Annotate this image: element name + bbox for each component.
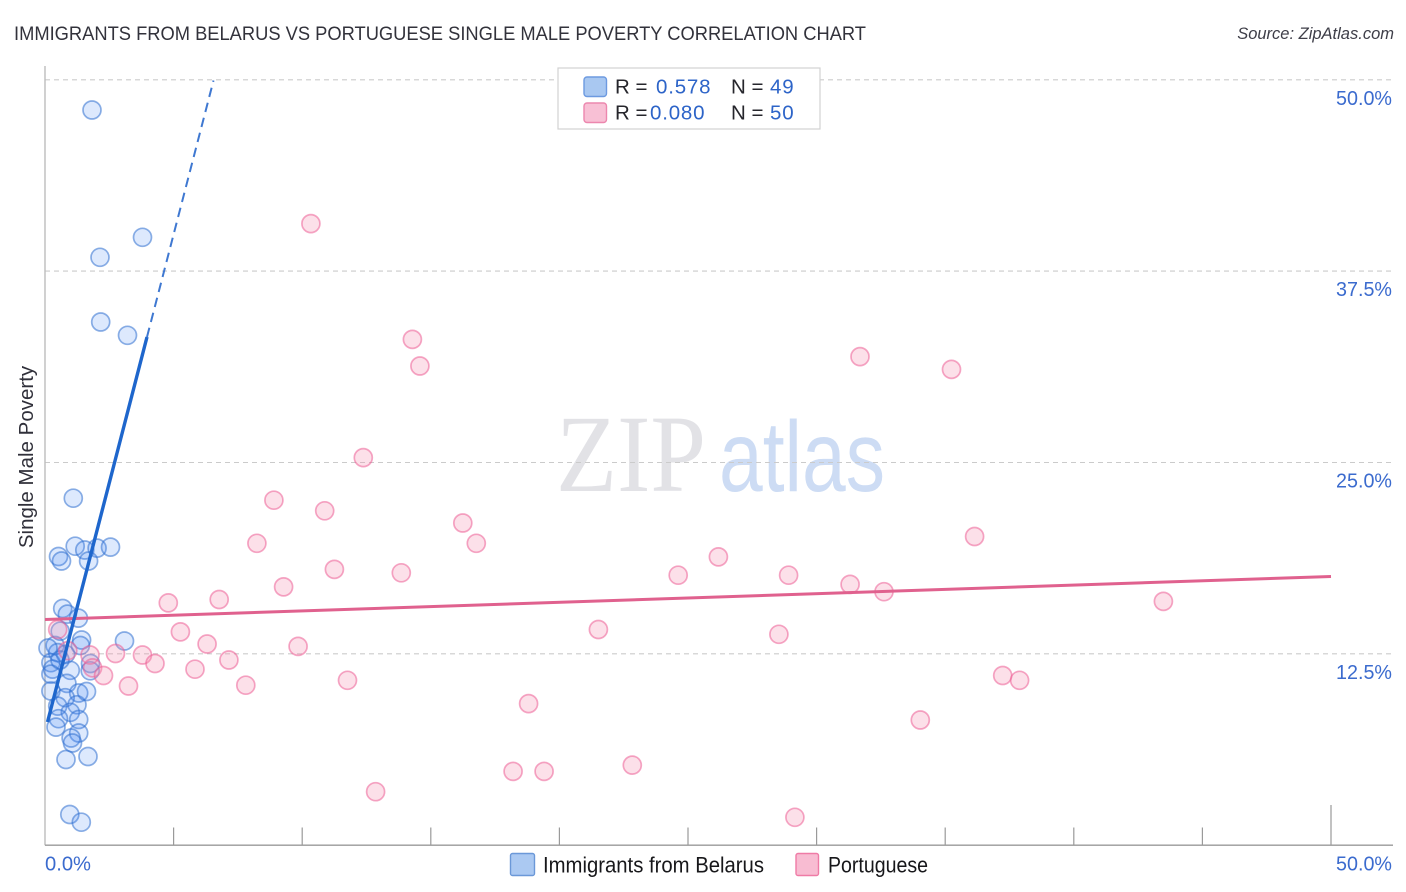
svg-text:0.080: 0.080	[650, 102, 705, 125]
svg-text:atlas: atlas	[719, 401, 885, 513]
svg-text:Single Male Poverty: Single Male Poverty	[15, 365, 38, 548]
svg-text:25.0%: 25.0%	[1336, 471, 1392, 493]
svg-text:R =: R =	[615, 102, 647, 125]
svg-text:ZIP: ZIP	[556, 393, 706, 515]
svg-text:50.0%: 50.0%	[1336, 854, 1392, 876]
svg-text:Portuguese: Portuguese	[828, 853, 928, 878]
svg-text:N =: N =	[731, 102, 763, 125]
svg-text:Immigrants from Belarus: Immigrants from Belarus	[543, 853, 764, 878]
svg-text:0.0%: 0.0%	[45, 854, 91, 876]
svg-text:12.5%: 12.5%	[1336, 662, 1392, 684]
svg-text:N =: N =	[731, 76, 763, 99]
svg-text:37.5%: 37.5%	[1336, 279, 1392, 301]
svg-text:IMMIGRANTS FROM BELARUS VS POR: IMMIGRANTS FROM BELARUS VS PORTUGUESE SI…	[14, 24, 866, 45]
svg-text:R =: R =	[615, 76, 647, 99]
svg-text:Source: ZipAtlas.com: Source: ZipAtlas.com	[1237, 25, 1394, 43]
svg-text:0.578: 0.578	[656, 76, 711, 99]
svg-text:50: 50	[770, 102, 794, 125]
svg-text:49: 49	[770, 76, 794, 99]
svg-text:50.0%: 50.0%	[1336, 88, 1392, 110]
